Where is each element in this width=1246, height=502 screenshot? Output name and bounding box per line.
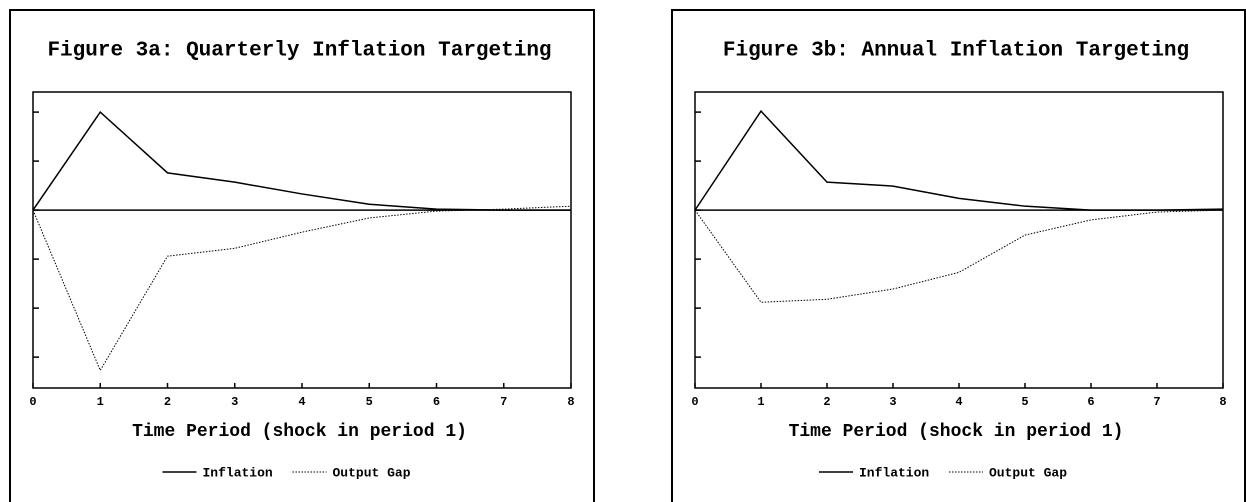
x-tick-label: 7 (500, 395, 507, 409)
panel-frame (9, 9, 595, 502)
chart-title: Figure 3b: Annual Inflation Targeting (723, 40, 1189, 63)
x-tick-label: 3 (889, 395, 896, 409)
x-tick-label: 0 (691, 395, 698, 409)
x-tick-label: 5 (366, 395, 373, 409)
legend-label: Inflation (203, 465, 273, 480)
x-tick-label: 8 (1219, 395, 1226, 409)
series-line (32, 110, 571, 211)
x-tick-label: 4 (298, 395, 305, 409)
x-tick-label: 3 (231, 395, 238, 409)
series-line (694, 209, 1224, 303)
chart-title: Figure 3a: Quarterly Inflation Targeting (47, 40, 551, 63)
series-line (32, 205, 572, 372)
legend-label: Output Gap (989, 465, 1067, 480)
x-tick-label: 7 (1153, 395, 1160, 409)
x-tick-label: 5 (1021, 395, 1028, 409)
plot-area (694, 91, 1224, 389)
series-line (694, 109, 1224, 211)
panel-frame (671, 9, 1246, 502)
x-tick-label: 2 (823, 395, 830, 409)
legend-label: Inflation (859, 465, 929, 480)
plot-area (32, 91, 572, 389)
legend-label: Output Gap (333, 465, 411, 480)
x-tick-label: 4 (955, 395, 962, 409)
x-tick-label: 6 (1087, 395, 1094, 409)
x-axis-label: Time Period (shock in period 1) (789, 422, 1124, 442)
x-tick-label: 0 (29, 395, 36, 409)
x-tick-label: 1 (757, 395, 764, 409)
x-tick-label: 8 (567, 395, 574, 409)
x-axis-label: Time Period (shock in period 1) (132, 422, 467, 442)
x-tick-label: 6 (433, 395, 440, 409)
x-tick-label: 1 (97, 395, 104, 409)
x-tick-label: 2 (164, 395, 171, 409)
